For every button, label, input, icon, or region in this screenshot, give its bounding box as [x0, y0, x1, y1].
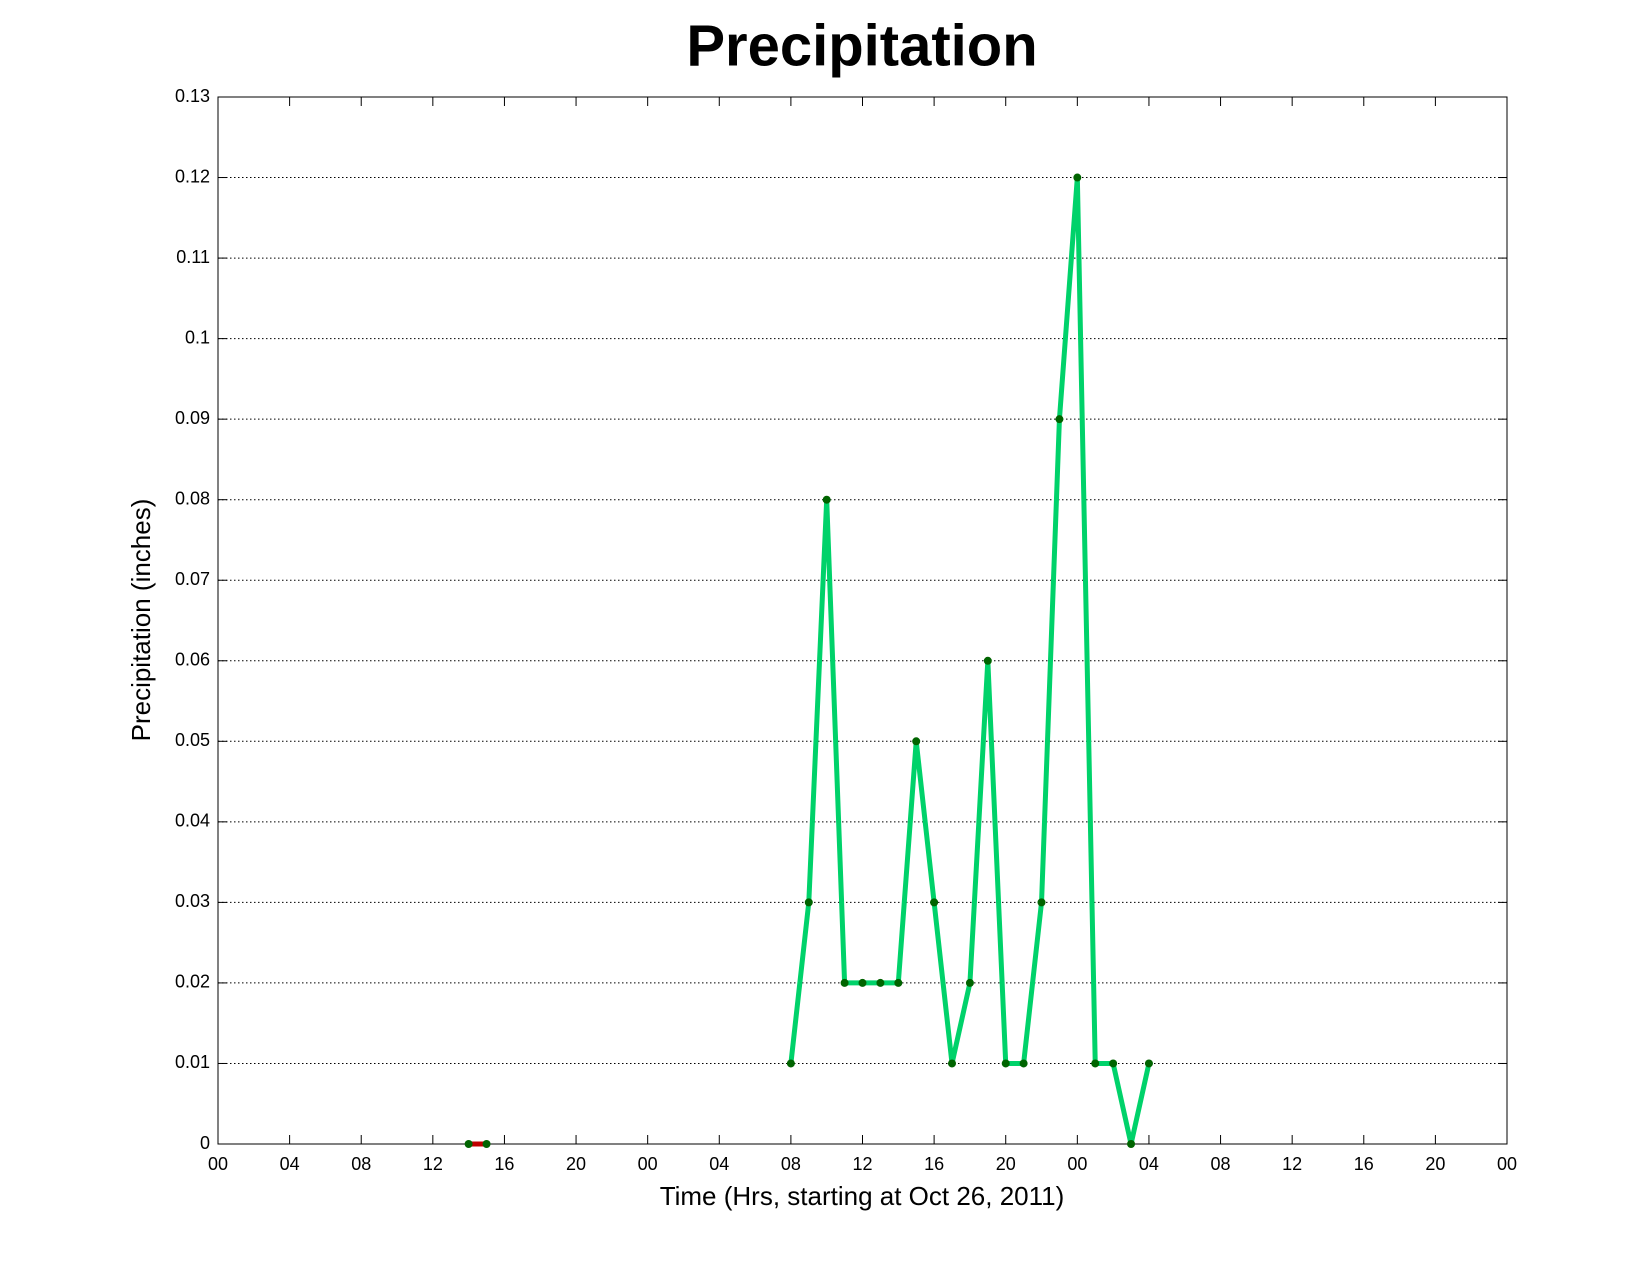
y-tick-label: 0.11: [176, 247, 210, 267]
data-point: [1019, 1059, 1028, 1068]
y-tick-label: 0.04: [175, 811, 210, 831]
y-tick-label: 0.07: [175, 569, 210, 589]
x-tick-label: 00: [638, 1154, 658, 1174]
data-point: [965, 978, 974, 987]
data-point: [1073, 173, 1082, 182]
y-tick-label: 0.03: [175, 891, 210, 911]
x-tick-label: 08: [351, 1154, 371, 1174]
x-tick-label: 16: [1354, 1154, 1374, 1174]
y-tick-label: 0.08: [175, 488, 210, 508]
data-point: [948, 1059, 957, 1068]
data-point: [1144, 1059, 1153, 1068]
y-tick-label: 0: [200, 1133, 210, 1153]
data-point: [983, 656, 992, 665]
data-point: [840, 978, 849, 987]
y-tick-label: 0.02: [175, 972, 210, 992]
chart-title: Precipitation: [686, 13, 1037, 78]
x-tick-label: 08: [781, 1154, 801, 1174]
x-tick-label: 00: [1497, 1154, 1517, 1174]
x-tick-label: 04: [1139, 1154, 1159, 1174]
x-tick-label: 04: [280, 1154, 300, 1174]
data-point: [1109, 1059, 1118, 1068]
x-tick-label: 20: [996, 1154, 1016, 1174]
y-tick-label: 0.09: [175, 408, 210, 428]
data-point: [1055, 415, 1064, 424]
data-point: [1001, 1059, 1010, 1068]
y-tick-label: 0.01: [175, 1052, 210, 1072]
data-point: [464, 1140, 473, 1148]
x-tick-label: 12: [852, 1154, 872, 1174]
x-tick-label: 20: [566, 1154, 586, 1174]
y-tick-label: 0.1: [185, 327, 210, 347]
data-point: [1127, 1140, 1136, 1148]
data-point: [822, 495, 831, 504]
data-point: [1091, 1059, 1100, 1068]
data-point: [1037, 898, 1046, 907]
data-point: [912, 737, 921, 746]
y-axis-label: Precipitation (inches): [126, 499, 156, 742]
data-point: [786, 1059, 795, 1068]
data-point: [876, 978, 885, 987]
y-tick-label: 0.13: [175, 86, 210, 106]
x-tick-label: 16: [924, 1154, 944, 1174]
data-point: [894, 978, 903, 987]
y-tick-label: 0.06: [175, 650, 210, 670]
y-tick-label: 0.12: [175, 166, 210, 186]
data-point: [930, 898, 939, 907]
data-point: [482, 1140, 491, 1148]
x-axis-label: Time (Hrs, starting at Oct 26, 2011): [660, 1181, 1065, 1211]
x-tick-label: 04: [709, 1154, 729, 1174]
data-point: [858, 978, 867, 987]
y-tick-label: 0.05: [175, 730, 210, 750]
x-tick-label: 00: [208, 1154, 228, 1174]
x-tick-label: 00: [1067, 1154, 1087, 1174]
x-tick-label: 16: [494, 1154, 514, 1174]
x-tick-label: 12: [1282, 1154, 1302, 1174]
x-tick-label: 12: [423, 1154, 443, 1174]
data-point: [804, 898, 813, 907]
plot-frame: [217, 96, 1508, 1145]
x-tick-label: 08: [1211, 1154, 1231, 1174]
x-tick-label: 20: [1425, 1154, 1445, 1174]
